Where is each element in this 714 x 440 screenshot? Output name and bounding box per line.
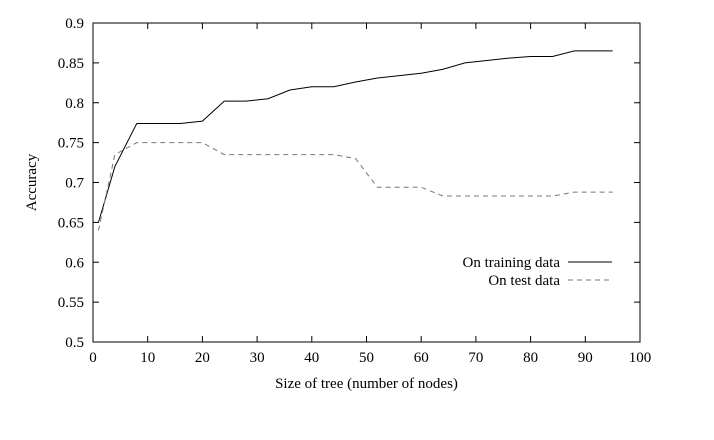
y-tick-label: 0.85 [58,56,84,72]
series-layer [97,50,613,231]
y-tick-label: 0.65 [58,215,84,231]
series-line-test [97,142,613,231]
x-tick-label: 100 [629,350,652,366]
x-tick-label: 80 [523,350,538,366]
x-tick-label: 40 [304,350,319,366]
x-tick-label: 20 [195,350,210,366]
y-axis-title: Accuracy [24,153,40,211]
x-tick-label: 60 [414,350,429,366]
x-tick-label: 70 [468,350,483,366]
y-tick-label: 0.9 [65,16,84,32]
y-tick-label: 0.55 [58,295,84,311]
y-tick-label: 0.8 [65,96,84,112]
legend-label-test: On test data [488,273,560,289]
plot-frame [92,22,641,343]
x-axis-ticks: 0 10 20 30 40 50 60 70 80 90 100 [89,23,651,366]
y-tick-label: 0.6 [65,255,84,271]
x-tick-label: 50 [359,350,374,366]
y-axis-ticks: 0.5 0.55 0.6 0.65 0.7 0.75 0.8 0.85 0.9 [58,16,640,351]
x-tick-label: 30 [250,350,265,366]
legend: On training data On test data [463,255,612,289]
plot-border [92,22,641,343]
x-axis-title: Size of tree (number of nodes) [275,376,458,392]
y-tick-label: 0.75 [58,136,84,152]
y-tick-label: 0.5 [65,335,84,351]
x-tick-label: 0 [89,350,97,366]
x-tick-label: 90 [578,350,593,366]
y-tick-label: 0.7 [65,176,84,192]
legend-label-training: On training data [463,255,561,271]
x-tick-label: 10 [140,350,155,366]
series-line-training [97,50,613,223]
